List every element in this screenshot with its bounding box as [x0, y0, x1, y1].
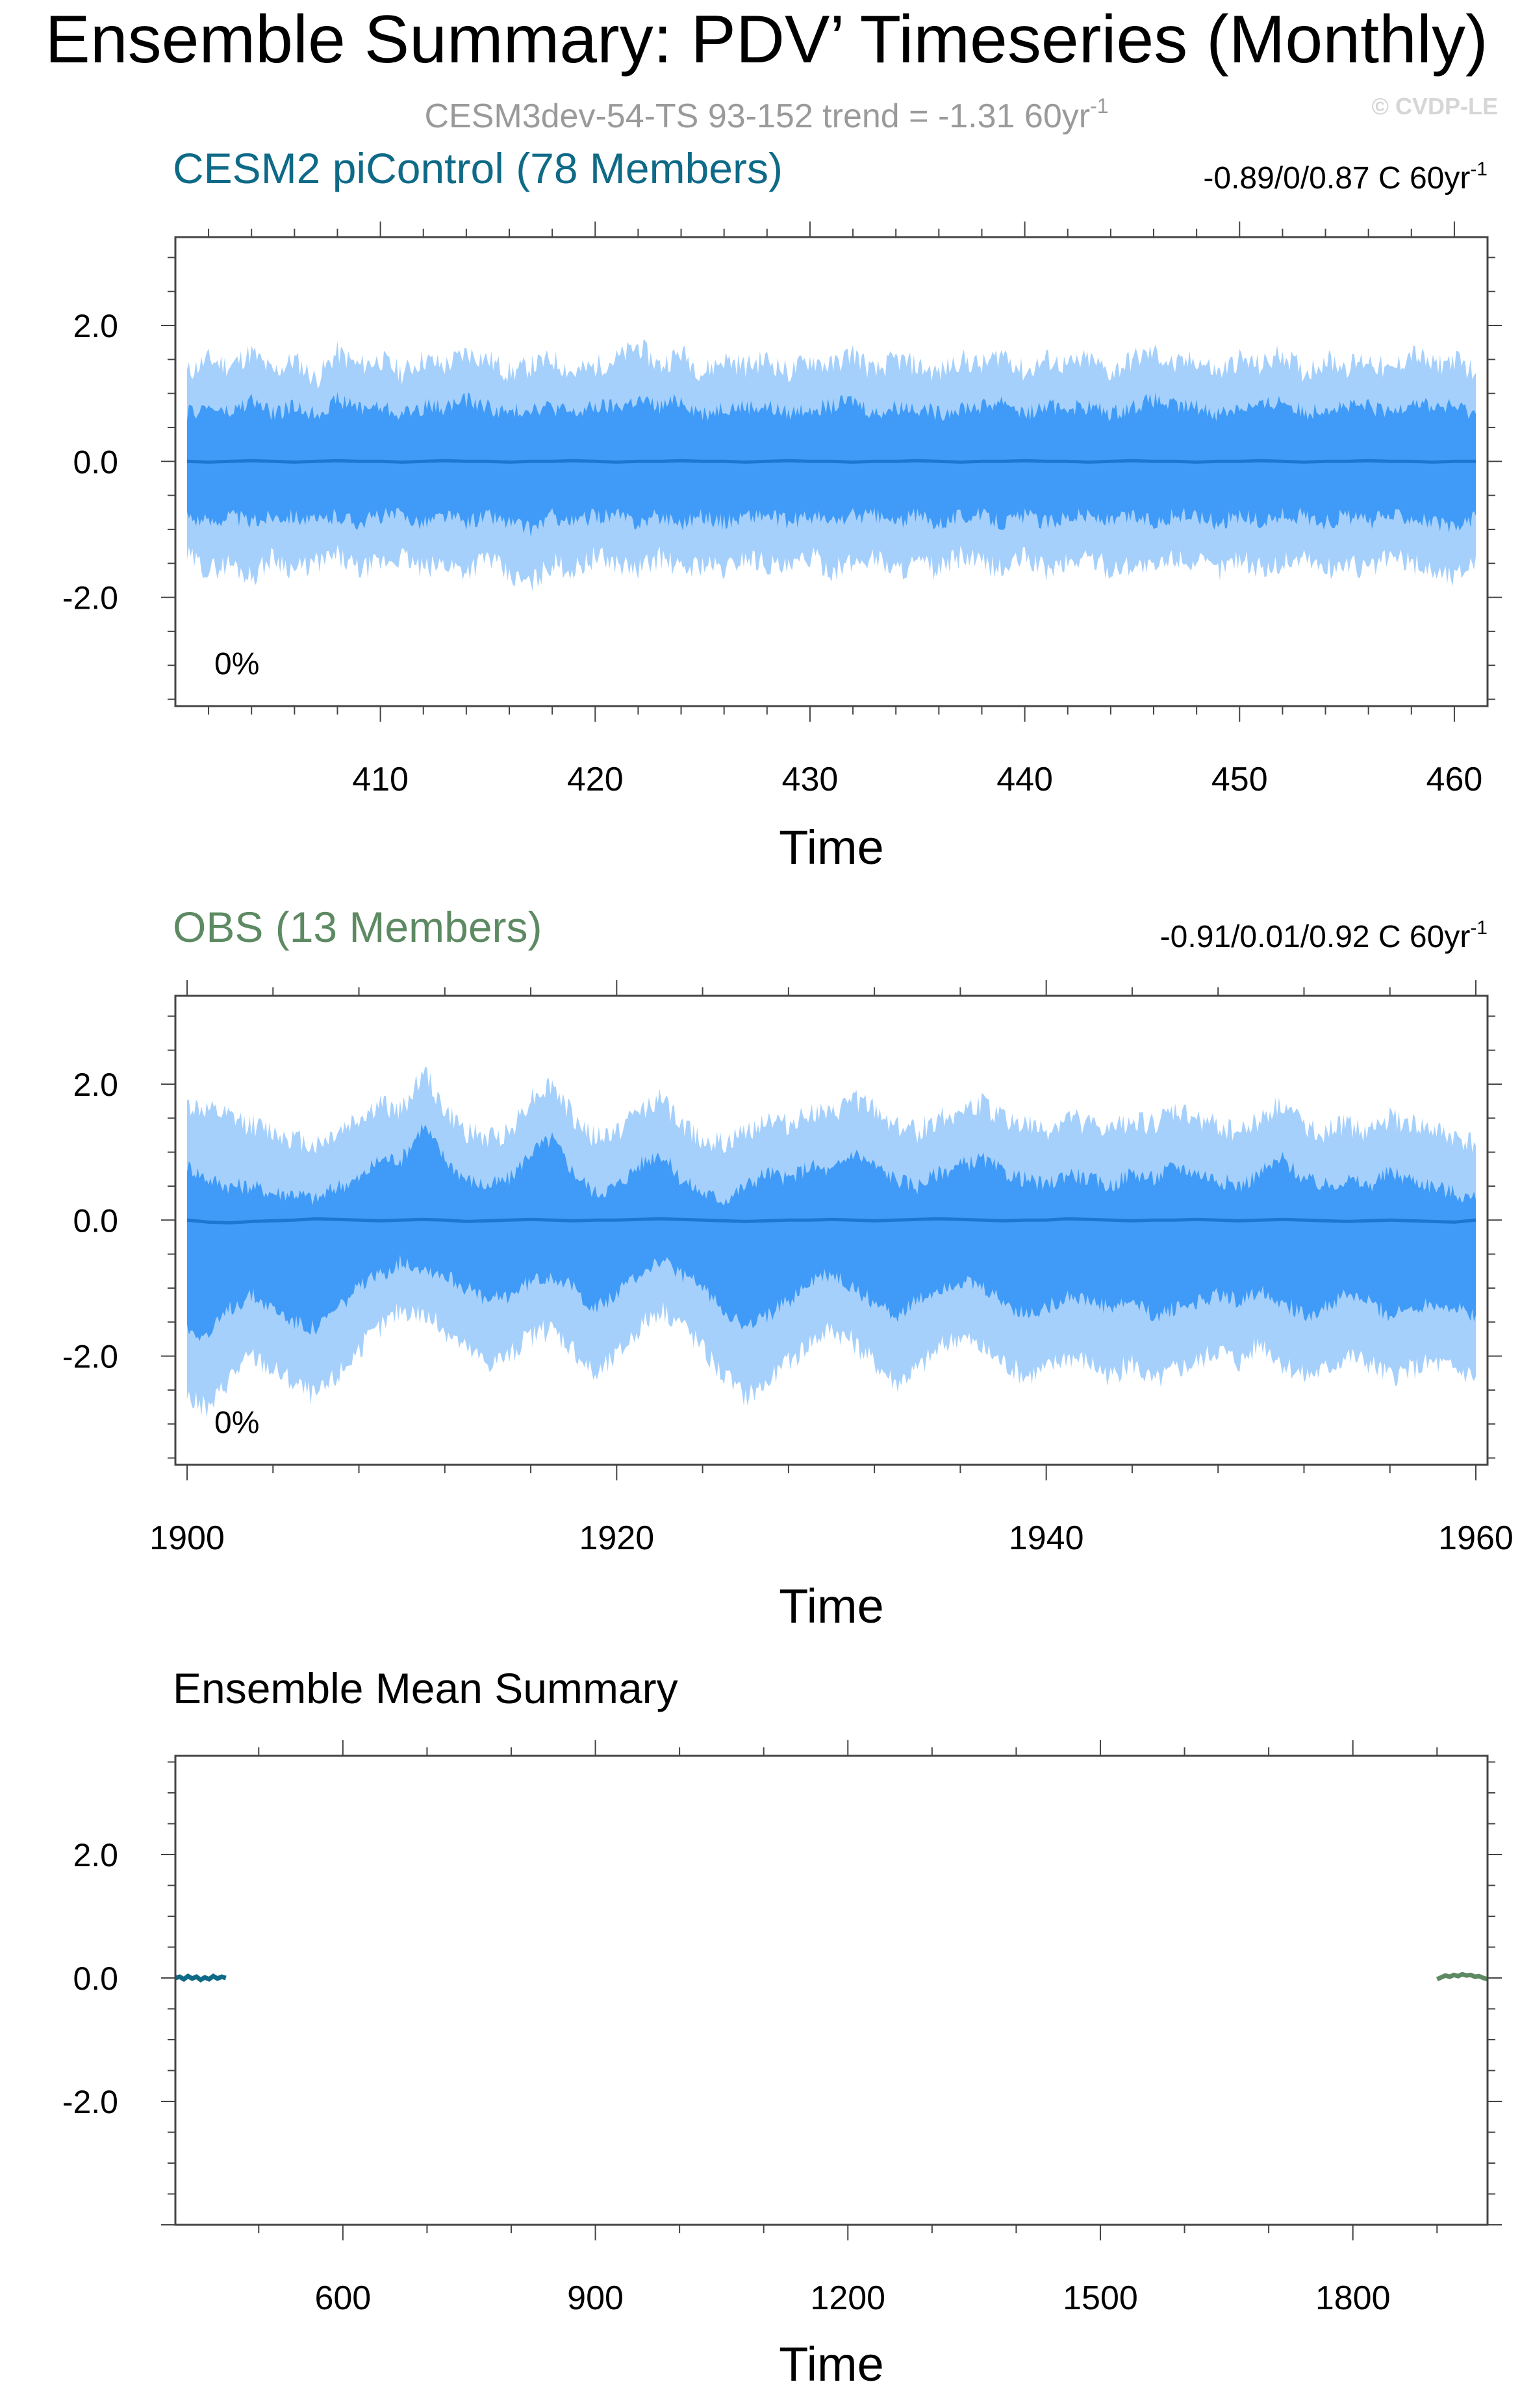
y-tick-label: 2.0	[73, 308, 118, 344]
y-tick-label: 0.0	[73, 1960, 118, 1997]
panel-picontrol: CESM2 piControl (78 Members) -0.89/0/0.8…	[62, 144, 1502, 874]
ensemble-mean-series-1	[175, 1973, 227, 1983]
x-axis-label-obs: Time	[779, 1579, 884, 1633]
y-tick-label: 0.0	[73, 1202, 118, 1239]
inner-range-band	[187, 392, 1476, 537]
ensemble-mean-line	[186, 459, 1476, 464]
x-axis-label-picontrol: Time	[779, 820, 884, 874]
panel-obs: OBS (13 Members) -0.91/0.01/0.92 C 60yr-…	[62, 903, 1514, 1633]
plot-area-picontrol: 2.0 0.0 -2.0 410 420 430 440 450 460	[62, 222, 1502, 798]
plot-frame-obs	[174, 995, 1489, 1466]
stats-sup: -1	[1470, 917, 1488, 939]
y-tick-label: -2.0	[62, 1339, 118, 1375]
y-tick-label: 2.0	[73, 1067, 118, 1103]
x-tick-label: 410	[352, 761, 409, 798]
x-tick-label: 450	[1211, 761, 1268, 798]
figure-title: Ensemble Summary: PDV’ Timeseries (Month…	[45, 2, 1488, 77]
panel-stats-picontrol: -0.89/0/0.87 C 60yr-1	[1203, 158, 1488, 196]
x-tick-label: 1920	[579, 1519, 654, 1557]
panel-ensemble-mean: Ensemble Mean Summary 2.0 0.0 -2.0 600 900 12…	[62, 1664, 1502, 2391]
y-tick-label: 0.0	[73, 444, 118, 480]
watermark: © CVDP-LE	[1371, 93, 1498, 120]
plot-frame-picontrol	[174, 236, 1489, 707]
stats-sup: -1	[1470, 158, 1488, 180]
x-axis-label-ensemble-mean: Time	[779, 2337, 884, 2391]
stats-text: -0.91/0.01/0.92 C 60yr	[1160, 920, 1471, 954]
percent-label-picontrol: 0%	[214, 647, 259, 681]
plot-area-obs: 2.0 0.0 -2.0 1900 1920 1940 1960	[62, 980, 1514, 1557]
figure-subtitle-sup: -1	[1090, 94, 1108, 118]
panel-title-obs: OBS (13 Members)	[173, 903, 542, 951]
figure-subtitle: CESM3dev-54-TS 93-152 trend = -1.31 60yr…	[424, 94, 1108, 135]
x-tick-label: 1900	[149, 1519, 225, 1557]
stats-text: -0.89/0/0.87 C 60yr	[1203, 161, 1470, 196]
y-tick-label: -2.0	[62, 2084, 118, 2120]
x-tick-label: 460	[1426, 761, 1483, 798]
inner-range-band	[187, 1123, 1476, 1341]
panel-stats-obs: -0.91/0.01/0.92 C 60yr-1	[1160, 917, 1488, 954]
x-tick-label: 430	[782, 761, 839, 798]
x-tick-label: 1200	[810, 2279, 885, 2317]
x-tick-label: 900	[567, 2279, 624, 2317]
panel-title-ensemble-mean: Ensemble Mean Summary	[173, 1664, 678, 1712]
x-tick-label: 1940	[1009, 1519, 1084, 1557]
ensemble-mean-line	[186, 1217, 1476, 1225]
x-tick-label: 1500	[1063, 2279, 1138, 2317]
x-tick-label: 440	[996, 761, 1053, 798]
x-tick-label: 1800	[1315, 2279, 1391, 2317]
plot-frame-ensemble-mean	[174, 1755, 1489, 2226]
panel-title-picontrol: CESM2 piControl (78 Members)	[173, 144, 783, 192]
x-tick-label: 1960	[1438, 1519, 1514, 1557]
x-tick-label: 600	[314, 2279, 371, 2317]
percent-label-obs: 0%	[214, 1406, 259, 1440]
plot-area-ensemble-mean: 2.0 0.0 -2.0 600 900 1200 1500 1800	[62, 1740, 1502, 2317]
y-tick-label: 2.0	[73, 1837, 118, 1873]
y-tick-label: -2.0	[62, 580, 118, 616]
x-tick-label: 420	[567, 761, 624, 798]
figure-subtitle-text: CESM3dev-54-TS 93-152 trend = -1.31 60yr	[424, 97, 1090, 135]
ensemble-mean-series-2	[1436, 1971, 1488, 1982]
